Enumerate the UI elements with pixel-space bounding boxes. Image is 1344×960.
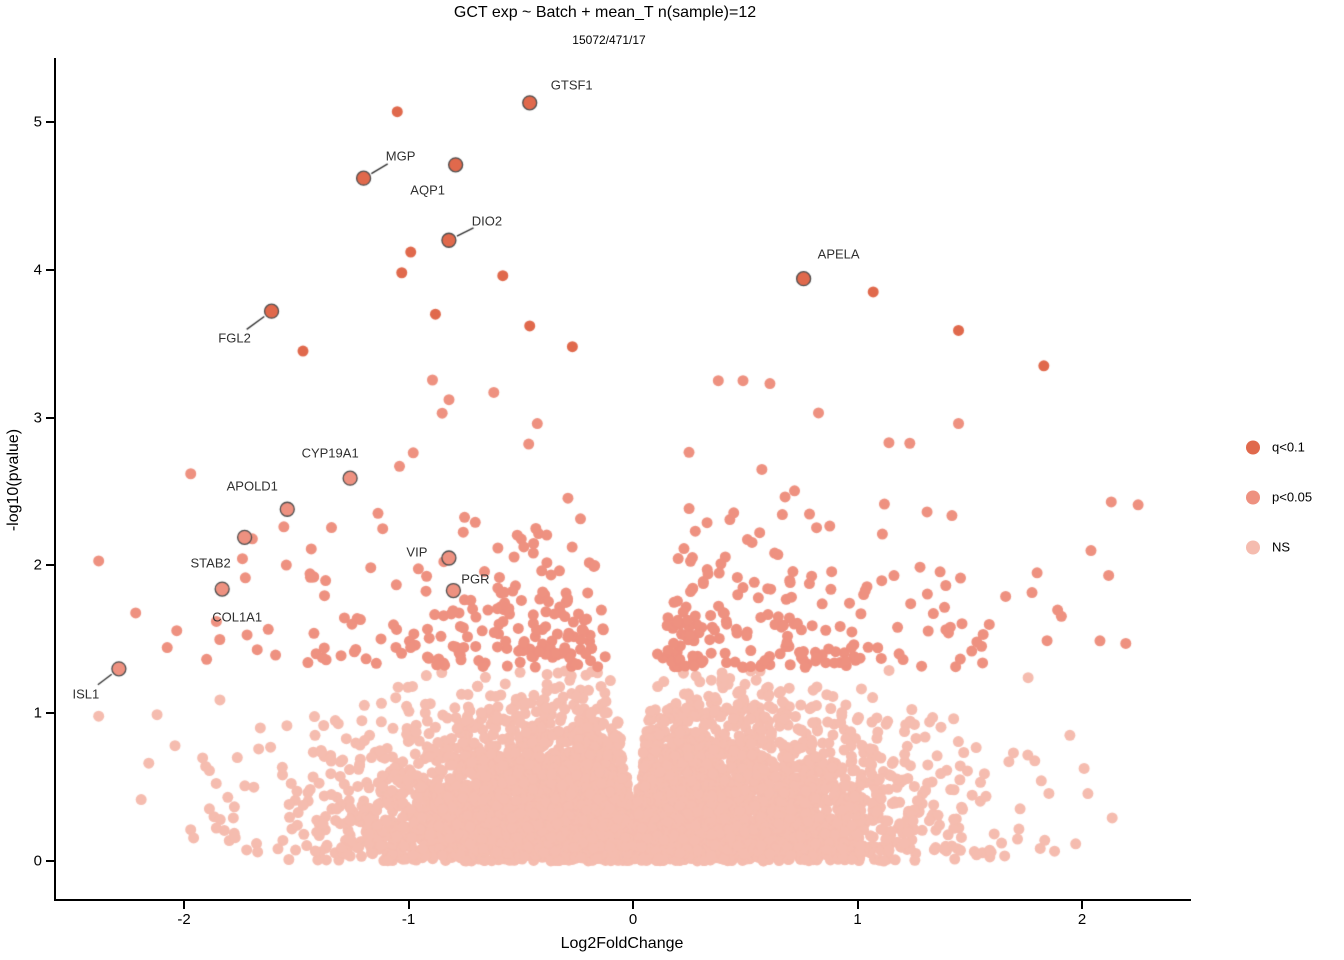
y-tick-label: 5 bbox=[33, 113, 42, 131]
x-tick-mark bbox=[407, 901, 410, 909]
x-tick-mark bbox=[856, 901, 859, 909]
y-tick-label: 4 bbox=[33, 261, 42, 279]
legend-key-dot-icon bbox=[1246, 540, 1260, 554]
y-axis-label: -log10(pvalue) bbox=[5, 428, 22, 532]
legend-item: q<0.1 bbox=[1246, 440, 1305, 455]
x-axis-label: Log2FoldChange bbox=[560, 935, 684, 952]
x-tick-label: 0 bbox=[628, 911, 638, 928]
gene-label-FGL2: FGL2 bbox=[218, 330, 251, 346]
y-tick-mark bbox=[46, 712, 54, 715]
y-tick-label: 1 bbox=[33, 704, 42, 722]
gene-label-AQP1: AQP1 bbox=[410, 182, 445, 198]
gene-label-PGR: PGR bbox=[461, 571, 490, 587]
gene-label-ISL1: ISL1 bbox=[72, 686, 100, 702]
y-tick-mark bbox=[46, 268, 54, 271]
y-tick-mark bbox=[46, 121, 54, 123]
x-tick-mark bbox=[1081, 901, 1083, 909]
legend-key-dot-icon bbox=[1246, 440, 1260, 454]
y-tick-mark bbox=[46, 416, 54, 419]
legend-item: NS bbox=[1246, 540, 1290, 555]
legend-item: p<0.05 bbox=[1246, 490, 1312, 505]
gene-label-DIO2: DIO2 bbox=[471, 213, 503, 229]
x-tick-label: 1 bbox=[853, 911, 862, 928]
y-tick-label: 3 bbox=[33, 409, 42, 427]
gene-label-STAB2: STAB2 bbox=[190, 555, 231, 571]
y-tick-mark bbox=[46, 860, 54, 862]
y-tick-mark bbox=[46, 564, 54, 567]
gene-label-VIP: VIP bbox=[406, 544, 428, 560]
legend-entry-label: NS bbox=[1272, 539, 1291, 555]
legend-entry-label: q<0.1 bbox=[1272, 439, 1305, 455]
x-tick-mark bbox=[183, 901, 185, 909]
gene-label-APELA: APELA bbox=[817, 246, 860, 262]
x-tick-label: -1 bbox=[401, 911, 416, 928]
gene-label-GTSF1: GTSF1 bbox=[550, 77, 593, 93]
x-tick-label: 2 bbox=[1077, 911, 1087, 928]
y-tick-label: 0 bbox=[33, 852, 42, 870]
y-axis-line bbox=[54, 58, 56, 901]
gene-label-MGP: MGP bbox=[385, 148, 416, 164]
x-tick-mark bbox=[632, 901, 634, 909]
legend-entry-label: p<0.05 bbox=[1272, 489, 1313, 505]
x-axis-line bbox=[54, 899, 1191, 901]
gene-label-CYP19A1: CYP19A1 bbox=[301, 445, 359, 461]
gene-label-COL1A1: COL1A1 bbox=[212, 609, 263, 625]
x-tick-label: -2 bbox=[177, 911, 191, 928]
gene-label-APOLD1: APOLD1 bbox=[226, 478, 278, 494]
y-tick-label: 2 bbox=[33, 556, 42, 574]
legend-key-dot-icon bbox=[1246, 490, 1260, 504]
